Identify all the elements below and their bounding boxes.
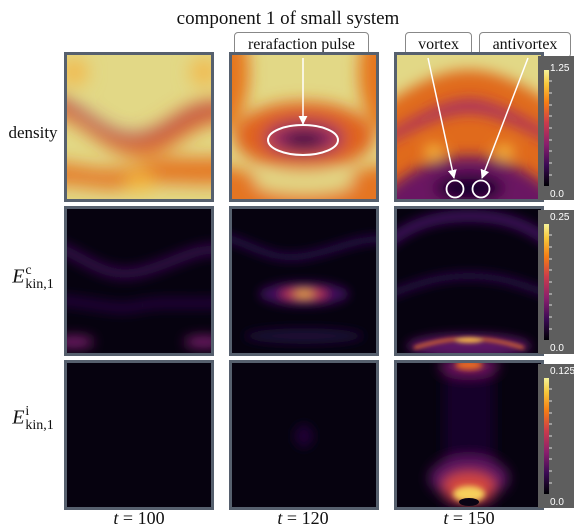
- energy-symbol: E: [12, 406, 25, 429]
- colorbar-incompressible-scale: [540, 364, 574, 508]
- time-symbol: t: [443, 508, 449, 527]
- compressible-energy-panel-t100: [64, 206, 214, 356]
- column-label-3: t = 150: [394, 508, 544, 527]
- energy-subscript: kin,1: [25, 418, 54, 433]
- colorbar-incompressible-min: 0.0: [550, 497, 564, 508]
- row-label-density: density: [8, 123, 58, 142]
- colorbar-incompressible-max: 0.125: [550, 366, 576, 377]
- figure-title: component 1 of small system: [176, 8, 400, 29]
- colorbar-compressible-scale: [540, 210, 574, 354]
- incompressible-energy-panel-t150: [394, 360, 544, 510]
- density-panel-t120: [229, 52, 379, 202]
- density-panel-t150: [394, 52, 544, 202]
- time-symbol: t: [277, 508, 283, 527]
- time-symbol: t: [113, 508, 119, 527]
- colorbar-density-max: 1.25: [550, 63, 570, 74]
- colorbar-density-min: 0.0: [550, 189, 564, 200]
- energy-superscript: i: [25, 404, 30, 419]
- colorbar-compressible-max: 0.25: [550, 212, 570, 223]
- column-label-1: t = 100: [64, 508, 214, 527]
- incompressible-energy-panel-t100: [64, 360, 214, 510]
- column-label-2: t = 120: [228, 508, 378, 527]
- colorbar-density-scale: [540, 56, 574, 200]
- colorbar-compressible-min: 0.0: [550, 343, 564, 354]
- time-value: = 150: [452, 508, 495, 527]
- time-value: = 120: [286, 508, 329, 527]
- energy-subscript: kin,1: [25, 277, 54, 292]
- time-value: = 100: [122, 508, 165, 527]
- density-panel-t100: [64, 52, 214, 202]
- incompressible-energy-panel-t120: [229, 360, 379, 510]
- energy-superscript: c: [25, 263, 32, 278]
- energy-symbol: E: [12, 265, 25, 288]
- compressible-energy-panel-t120: [229, 206, 379, 356]
- vortex-arrow: [427, 57, 457, 179]
- antivortex-arrow: [480, 57, 529, 179]
